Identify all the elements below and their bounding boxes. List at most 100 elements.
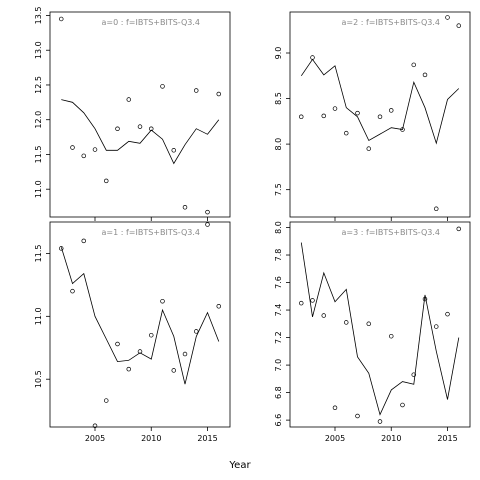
y-tick-label: 7.4	[274, 304, 283, 317]
data-point	[81, 153, 86, 159]
y-tick-label: 8.5	[274, 92, 283, 105]
data-point	[456, 23, 462, 28]
panel-title: a=0 : f=IBTS+BITS-Q3.4	[101, 18, 200, 27]
fit-line	[60, 247, 220, 385]
y-tick-label: 13.0	[34, 41, 43, 59]
y-tick-label: 9.0	[274, 47, 283, 60]
y-tick-label: 7.2	[274, 331, 283, 344]
data-point	[434, 206, 439, 212]
panel-4: a=3 : f=IBTS+BITS-Q3.4 6.6 6.8 7.0 7.2 7.4 7.6…	[274, 221, 471, 443]
data-point	[70, 288, 75, 294]
data-point	[355, 413, 360, 419]
data-point	[377, 114, 383, 120]
data-point	[182, 351, 188, 357]
y-tick-label: 11.5	[34, 146, 43, 164]
x-tick-label: 2005	[325, 434, 345, 443]
data-point	[310, 55, 315, 60]
x-tick-label: 2015	[437, 434, 457, 443]
panel-3: a=1 : f=IBTS+BITS-Q3.4 10.5 11.0 11.5 2005 20…	[34, 221, 231, 443]
y-tick-label: 7.6	[274, 276, 283, 289]
data-point	[92, 423, 98, 428]
data-point	[310, 298, 315, 303]
data-point	[355, 110, 360, 116]
data-point	[332, 106, 338, 111]
data-point	[216, 304, 222, 309]
data-point	[344, 320, 349, 325]
data-point	[411, 62, 417, 68]
data-point	[149, 126, 154, 131]
fit-line	[61, 99, 220, 165]
data-point	[389, 108, 394, 113]
panels: a=0 : f=IBTS+BITS-Q3.4 11.0 11.5 12.0 12.5 13…	[34, 7, 471, 443]
x-tick-label: 2010	[381, 434, 401, 443]
data-point	[344, 130, 349, 136]
y-tick-label: 6.6	[274, 414, 283, 427]
panel-title: a=2 : f=IBTS+BITS-Q3.4	[341, 18, 440, 27]
y-tick-label: 7.0	[274, 359, 283, 372]
panel-title: a=3 : f=IBTS+BITS-Q3.4	[341, 228, 440, 237]
panel-frame	[49, 11, 231, 218]
y-tick-label: 11.0	[34, 180, 43, 198]
y-tick-label: 7.8	[274, 249, 283, 262]
data-point	[321, 113, 327, 119]
x-tick-label: 2010	[141, 434, 161, 443]
data-point	[126, 366, 131, 372]
data-point	[58, 16, 64, 22]
data-point	[171, 148, 177, 153]
panel-frame	[289, 221, 471, 428]
data-point	[366, 321, 372, 327]
data-point	[58, 246, 64, 251]
y-tick-label: 8.0	[274, 221, 283, 234]
panel-1: a=0 : f=IBTS+BITS-Q3.4 11.0 11.5 12.0 12.5 13…	[34, 7, 231, 221]
data-point	[456, 226, 462, 232]
data-point	[205, 209, 210, 215]
y-tick-label: 12.5	[34, 76, 43, 94]
x-axis-label: Year	[228, 460, 251, 471]
data-point	[115, 126, 120, 131]
data-point	[126, 97, 131, 102]
data-point	[299, 114, 304, 120]
fit-line	[300, 58, 460, 145]
data-point	[103, 178, 109, 184]
panel-2: a=2 : f=IBTS+BITS-Q3.4 7.5 8.0 8.5 9.0	[274, 11, 471, 221]
data-point	[160, 84, 165, 89]
data-point	[216, 91, 222, 97]
x-tick-label: 2005	[85, 434, 105, 443]
data-point	[160, 298, 165, 304]
data-point	[377, 419, 383, 424]
data-point	[400, 127, 405, 132]
y-tick-label: 11.5	[34, 245, 43, 263]
data-point	[182, 205, 188, 210]
panel-title: a=1 : f=IBTS+BITS-Q3.4	[101, 228, 200, 237]
data-point	[332, 405, 338, 410]
data-point	[422, 72, 428, 78]
panel-frame	[49, 221, 231, 428]
panel-frame	[289, 11, 471, 218]
data-point	[422, 296, 428, 302]
y-tick-label: 6.8	[274, 386, 283, 399]
data-point	[137, 349, 143, 354]
data-point	[445, 15, 450, 20]
data-point	[389, 333, 394, 339]
data-point	[70, 145, 75, 150]
data-point	[194, 329, 199, 334]
data-point	[149, 332, 154, 338]
fit-line	[300, 242, 460, 416]
data-point	[103, 398, 109, 403]
y-tick-label: 7.5	[274, 183, 283, 196]
data-point	[205, 222, 210, 227]
data-point	[366, 146, 372, 151]
y-tick-label: 10.5	[34, 370, 43, 388]
y-tick-label: 13.5	[34, 7, 43, 25]
data-point	[171, 368, 177, 373]
y-tick-label: 12.0	[34, 111, 43, 129]
data-point	[434, 324, 439, 329]
data-point	[299, 300, 304, 306]
data-point	[321, 313, 327, 318]
data-point	[194, 88, 199, 93]
data-point	[115, 341, 120, 347]
data-point	[411, 372, 417, 377]
y-tick-label: 8.0	[274, 138, 283, 151]
